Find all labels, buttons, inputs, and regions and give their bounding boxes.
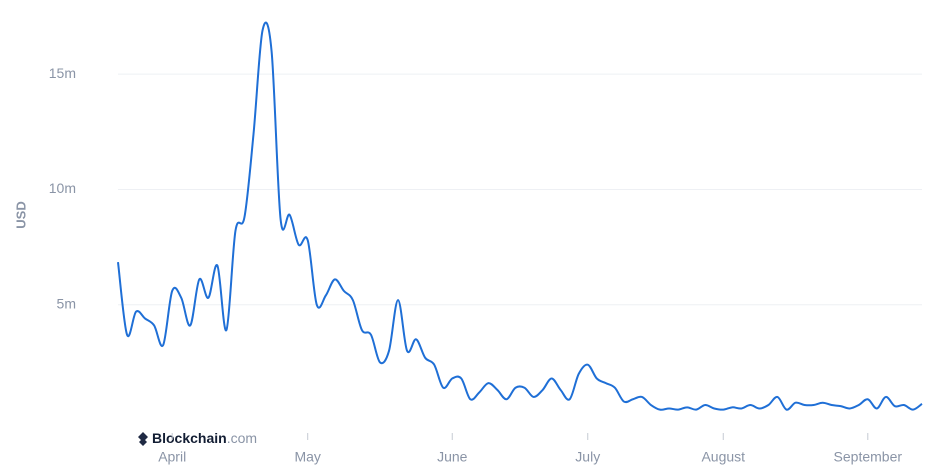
brand-name: Blockchain.com [152, 430, 257, 446]
x-tick-label: September [834, 449, 903, 465]
y-tick-label: 10m [49, 180, 76, 196]
data-line [117, 21, 923, 411]
x-tick-label: June [437, 449, 468, 465]
brand-logo: Blockchain.com [138, 430, 257, 446]
x-tick-label: April [158, 449, 186, 465]
y-axis-label: USD [13, 201, 28, 228]
brand-icon [138, 432, 148, 446]
brand-suffix: .com [227, 430, 257, 446]
x-tick-label: July [575, 449, 600, 465]
y-tick-label: 5m [57, 295, 76, 311]
brand-name-text: Blockchain [152, 430, 227, 446]
y-tick-label: 15m [49, 65, 76, 81]
x-tick-label: May [294, 449, 320, 465]
x-tick-label: August [701, 449, 745, 465]
